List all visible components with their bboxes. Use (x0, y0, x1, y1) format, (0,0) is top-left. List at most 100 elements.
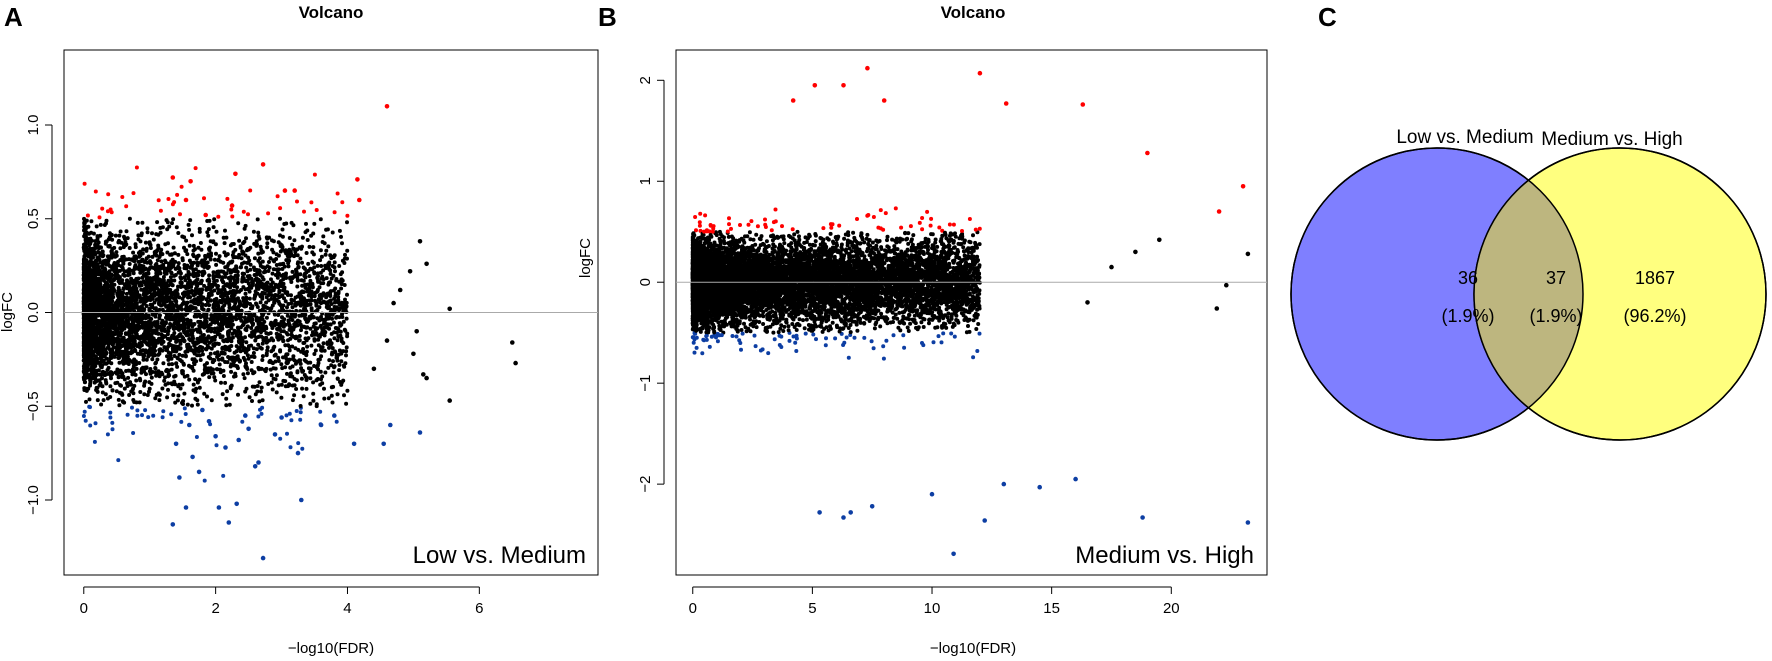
gene-point (342, 393, 346, 398)
gene-point (166, 261, 171, 266)
gene-point (221, 314, 226, 319)
gene-point (157, 398, 162, 403)
gene-point (298, 410, 303, 415)
gene-point (280, 305, 284, 310)
gene-point (171, 393, 176, 397)
gene-point (298, 361, 303, 366)
gene-point (296, 441, 301, 446)
gene-point (163, 284, 168, 289)
gene-point (101, 346, 106, 351)
gene-point (343, 328, 348, 333)
gene-point (231, 255, 236, 260)
gene-point (293, 295, 298, 300)
gene-point (281, 378, 286, 383)
gene-point (123, 356, 128, 361)
gene-point (335, 376, 340, 381)
gene-point (124, 338, 129, 343)
gene-point (334, 419, 339, 424)
gene-point (150, 357, 155, 362)
gene-point (193, 377, 198, 382)
gene-point (134, 297, 139, 302)
gene-point (114, 370, 119, 375)
gene-point (185, 373, 190, 378)
gene-point (84, 265, 89, 270)
gene-point (313, 348, 318, 353)
gene-point (285, 431, 289, 436)
gene-point (190, 331, 194, 336)
gene-point (265, 241, 270, 246)
gene-point (289, 418, 294, 423)
gene-point (120, 255, 125, 259)
panel-a-points (81, 104, 518, 561)
gene-point (318, 382, 323, 387)
gene-point (183, 278, 188, 283)
gene-point (235, 356, 240, 361)
gene-point (139, 269, 144, 274)
gene-point (342, 364, 347, 369)
gene-point (210, 360, 215, 364)
gene-point (243, 335, 247, 340)
gene-point (301, 265, 306, 270)
gene-point (265, 245, 270, 250)
gene-point (81, 414, 86, 418)
gene-point (220, 356, 225, 361)
gene-point (314, 208, 319, 212)
gene-point (138, 390, 143, 394)
gene-point (192, 298, 196, 303)
gene-point (336, 334, 341, 339)
gene-point (315, 326, 320, 331)
gene-point (303, 230, 308, 235)
gene-point (163, 375, 167, 380)
gene-point (295, 278, 300, 283)
gene-point (257, 399, 262, 404)
gene-point (191, 243, 196, 248)
gene-point (160, 333, 165, 338)
gene-point (214, 443, 219, 448)
gene-point (82, 246, 87, 251)
gene-point (335, 326, 340, 331)
gene-point (179, 307, 184, 312)
gene-point (219, 324, 224, 329)
gene-point (276, 284, 281, 289)
gene-point (104, 293, 109, 298)
gene-point (241, 372, 246, 377)
gene-point (268, 331, 273, 336)
gene-point (97, 340, 102, 345)
gene-point (190, 281, 195, 286)
gene-point (305, 238, 310, 242)
gene-point (159, 247, 164, 252)
gene-point (122, 400, 127, 405)
gene-point (137, 336, 142, 341)
gene-point (121, 261, 126, 266)
gene-point (311, 398, 316, 403)
gene-point (291, 334, 296, 339)
gene-point (320, 345, 325, 350)
gene-point (198, 358, 203, 362)
gene-point (97, 383, 102, 388)
gene-point (333, 300, 337, 305)
gene-point (116, 263, 121, 268)
gene-point (139, 231, 144, 236)
gene-point (175, 398, 180, 403)
gene-point (172, 331, 177, 335)
gene-point (258, 263, 263, 268)
gene-point (320, 374, 325, 379)
gene-point (305, 344, 310, 349)
gene-point (209, 398, 214, 403)
gene-point (250, 399, 254, 403)
gene-point (290, 398, 295, 403)
gene-point (269, 320, 274, 325)
gene-point (93, 262, 98, 267)
gene-point (289, 275, 294, 280)
gene-point (260, 354, 265, 359)
gene-point (246, 260, 251, 265)
gene-point (287, 323, 292, 328)
gene-point (216, 214, 221, 219)
gene-point (302, 209, 306, 214)
gene-point (287, 327, 292, 332)
gene-point (325, 300, 330, 305)
gene-point (229, 362, 234, 367)
gene-point (108, 254, 113, 259)
gene-point (241, 241, 246, 246)
gene-point (161, 409, 166, 414)
